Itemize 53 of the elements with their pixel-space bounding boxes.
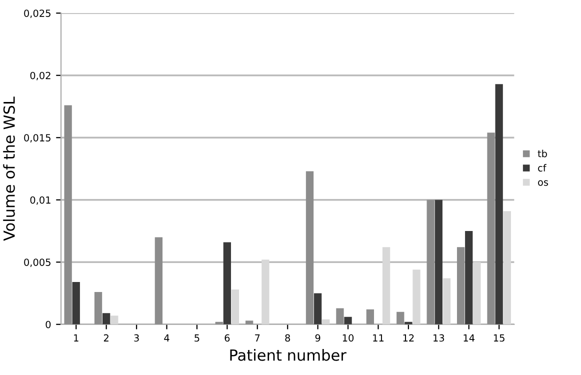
x-tick-label: 9 bbox=[315, 334, 320, 342]
bar bbox=[110, 316, 118, 324]
bar bbox=[102, 313, 110, 324]
x-tick-label: 5 bbox=[194, 334, 200, 342]
x-tick-label: 3 bbox=[134, 334, 139, 342]
bar bbox=[246, 320, 254, 324]
x-axis-title: Patient number bbox=[230, 349, 346, 361]
x-tick-label: 2 bbox=[104, 334, 108, 342]
bar bbox=[366, 309, 374, 324]
bar bbox=[306, 171, 314, 324]
bar bbox=[72, 282, 80, 324]
bar bbox=[412, 270, 420, 324]
legend-label: cf bbox=[538, 164, 546, 172]
bar bbox=[473, 262, 481, 324]
y-tick-label: 0 bbox=[46, 320, 51, 328]
x-tick-label: 6 bbox=[224, 334, 230, 342]
bar bbox=[442, 278, 451, 324]
x-tick-label: 1 bbox=[74, 334, 78, 342]
bar bbox=[64, 105, 72, 324]
bar bbox=[344, 316, 352, 324]
legend-label: os bbox=[538, 180, 548, 186]
y-tick-label: 0,01 bbox=[30, 196, 50, 205]
bar bbox=[336, 308, 344, 324]
bar bbox=[503, 211, 511, 324]
x-tick-label: 12 bbox=[403, 334, 414, 342]
bar bbox=[94, 292, 102, 324]
x-tick-label: 11 bbox=[373, 334, 384, 342]
bar bbox=[456, 247, 465, 324]
bar bbox=[465, 231, 473, 324]
x-tick-label: 14 bbox=[464, 334, 475, 342]
x-tick-label: 10 bbox=[342, 334, 354, 342]
x-tick-label: 7 bbox=[255, 334, 260, 342]
y-axis-title: Volume of the WSL bbox=[3, 96, 15, 241]
y-tick-label: 0,02 bbox=[30, 72, 50, 80]
legend-label: tb bbox=[538, 150, 547, 158]
bar bbox=[426, 200, 434, 324]
bar bbox=[487, 132, 495, 324]
x-tick-label: 15 bbox=[494, 334, 504, 342]
y-tick-label: 0,025 bbox=[24, 10, 50, 18]
bar bbox=[154, 237, 163, 324]
bar bbox=[396, 312, 404, 324]
bar bbox=[231, 290, 240, 324]
x-tick-label: 13 bbox=[434, 334, 444, 342]
x-tick-label: 8 bbox=[285, 334, 290, 342]
bar bbox=[314, 293, 322, 324]
x-tick-label: 4 bbox=[164, 334, 170, 342]
bar bbox=[223, 242, 231, 324]
bar bbox=[434, 200, 442, 324]
bar bbox=[382, 247, 390, 324]
y-tick-label: 0,005 bbox=[24, 258, 50, 267]
y-tick-label: 0,015 bbox=[24, 134, 50, 142]
bar bbox=[262, 260, 270, 324]
bar bbox=[495, 84, 503, 324]
